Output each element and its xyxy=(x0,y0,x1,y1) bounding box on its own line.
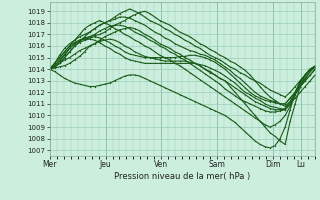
X-axis label: Pression niveau de la mer( hPa ): Pression niveau de la mer( hPa ) xyxy=(114,172,251,181)
